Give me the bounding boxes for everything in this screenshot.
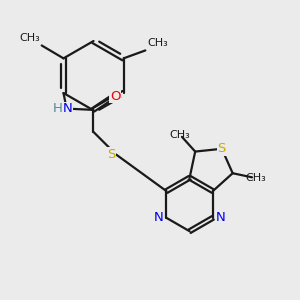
Text: CH₃: CH₃ (147, 38, 168, 48)
Text: N: N (216, 212, 226, 224)
Text: S: S (107, 148, 115, 161)
Text: CH₃: CH₃ (169, 130, 190, 140)
Text: O: O (110, 89, 120, 103)
Text: S: S (218, 142, 226, 155)
Text: N: N (63, 102, 72, 116)
Text: H: H (52, 102, 62, 116)
Text: N: N (154, 212, 164, 224)
Text: CH₃: CH₃ (246, 173, 266, 183)
Text: CH₃: CH₃ (19, 34, 40, 44)
